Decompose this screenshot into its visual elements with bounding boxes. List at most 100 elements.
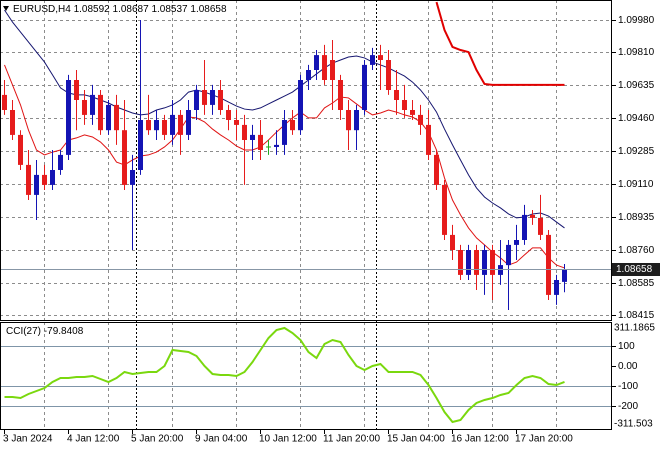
candle-body	[154, 120, 159, 131]
y-tick-label: 1.09285	[618, 146, 655, 157]
candle-body	[114, 104, 119, 131]
candle-body	[522, 214, 527, 240]
candle-body	[530, 214, 535, 218]
y-tick-label: 1.09810	[618, 47, 655, 58]
candle-body	[426, 124, 431, 155]
candle-body	[466, 250, 471, 275]
candle-body	[10, 110, 15, 135]
candle-body	[98, 94, 103, 131]
candle-body	[162, 120, 167, 135]
candle-body	[370, 55, 375, 65]
cci-line	[4, 326, 565, 424]
candle-body	[122, 130, 127, 185]
y-tick-label: 1.09460	[618, 113, 655, 124]
candle-body	[322, 55, 327, 80]
candle-body	[458, 250, 463, 275]
cci-frame	[0, 322, 612, 430]
candle-body	[410, 110, 415, 115]
candle-body	[242, 124, 247, 140]
candle-body	[34, 174, 39, 195]
price-frame	[0, 0, 612, 321]
candle-body	[562, 269, 567, 282]
candle-body	[90, 94, 95, 115]
last-close: 1.08658	[190, 4, 227, 15]
candle-body	[258, 134, 263, 150]
current-price-label: 1.08658	[616, 264, 653, 275]
candle-body	[282, 120, 287, 145]
candle-body	[202, 90, 207, 105]
candle-body	[2, 94, 7, 110]
candle-body	[450, 234, 455, 250]
moving-average	[4, 9, 565, 229]
candle-body	[178, 114, 183, 135]
symbol: EURUSD,H4	[13, 4, 71, 15]
current-price-box	[612, 263, 660, 276]
candle-body	[434, 154, 439, 185]
y-tick-label: 1.08935	[618, 212, 655, 223]
candle-body	[66, 80, 71, 155]
candle-body	[194, 90, 199, 110]
candle-body	[18, 134, 23, 165]
y-tick-label: 1.09635	[618, 80, 655, 91]
x-tick-label: 11 Jan 20:00	[323, 434, 381, 445]
candle-body	[146, 120, 151, 131]
y-tick-label: 1.09110	[618, 179, 654, 190]
candle-body	[386, 60, 391, 90]
candle-body	[394, 90, 399, 100]
candle-body	[170, 114, 175, 135]
candle-body	[74, 80, 79, 100]
candle-body	[58, 154, 63, 170]
x-tick-label: 10 Jan 12:00	[259, 434, 317, 445]
candle-body	[490, 250, 495, 275]
candle-body	[298, 80, 303, 131]
candle-body	[346, 110, 351, 131]
y-tick-label: 1.08415	[618, 310, 655, 321]
y2-tick-label: 0.00	[618, 361, 638, 372]
candle-body	[482, 250, 487, 275]
cci-panel	[0, 326, 612, 424]
candle-body	[546, 234, 551, 295]
candle-body	[354, 110, 359, 131]
moving-average	[435, 1, 565, 86]
candle-body	[338, 80, 343, 110]
candle-body	[234, 120, 239, 125]
candle-body	[210, 90, 215, 105]
candle-body	[306, 70, 311, 80]
candle-body	[26, 164, 31, 195]
x-tick-label: 17 Jan 20:00	[515, 434, 573, 445]
y-tick-label: 1.08760	[618, 245, 655, 256]
y-tick-label: 1.09980	[618, 15, 655, 26]
cci-header: CCI(27) -79.8408	[6, 326, 84, 337]
candle-body	[362, 64, 367, 110]
candle-body	[250, 134, 255, 140]
candle-body	[538, 217, 543, 235]
candle-body	[514, 240, 519, 245]
last-high: 1.08687	[113, 4, 150, 15]
candle-body	[186, 110, 191, 135]
candle-body	[290, 120, 295, 131]
cci-last: -79.8408	[44, 326, 84, 337]
x-tick-label: 5 Jan 20:00	[131, 434, 184, 445]
cci-scale-max: 311.1865	[614, 323, 655, 334]
x-tick-label: 16 Jan 12:00	[451, 434, 509, 445]
cci-scale-min: -311.503	[614, 419, 653, 430]
candle-body	[378, 55, 383, 60]
candle-body	[50, 170, 55, 185]
last-low: 1.08537	[151, 4, 188, 15]
chart-header: EURUSD,H4 1.08592 1.08687 1.08537 1.0865…	[13, 4, 227, 15]
candle-body	[330, 60, 335, 80]
x-tick-label: 9 Jan 04:00	[195, 434, 248, 445]
candle-body	[130, 170, 135, 185]
candle-body	[226, 110, 231, 120]
y2-tick-label: -200	[618, 401, 638, 412]
y2-tick-label: -100	[618, 381, 638, 392]
candle-body	[42, 174, 47, 185]
candle-body	[106, 104, 111, 131]
x-tick-label: 4 Jan 12:00	[67, 434, 120, 445]
candle-body	[474, 250, 479, 275]
price-panel	[0, 1, 612, 310]
cci-title: CCI(27)	[6, 326, 41, 337]
y-tick-label: 1.08585	[618, 278, 655, 289]
